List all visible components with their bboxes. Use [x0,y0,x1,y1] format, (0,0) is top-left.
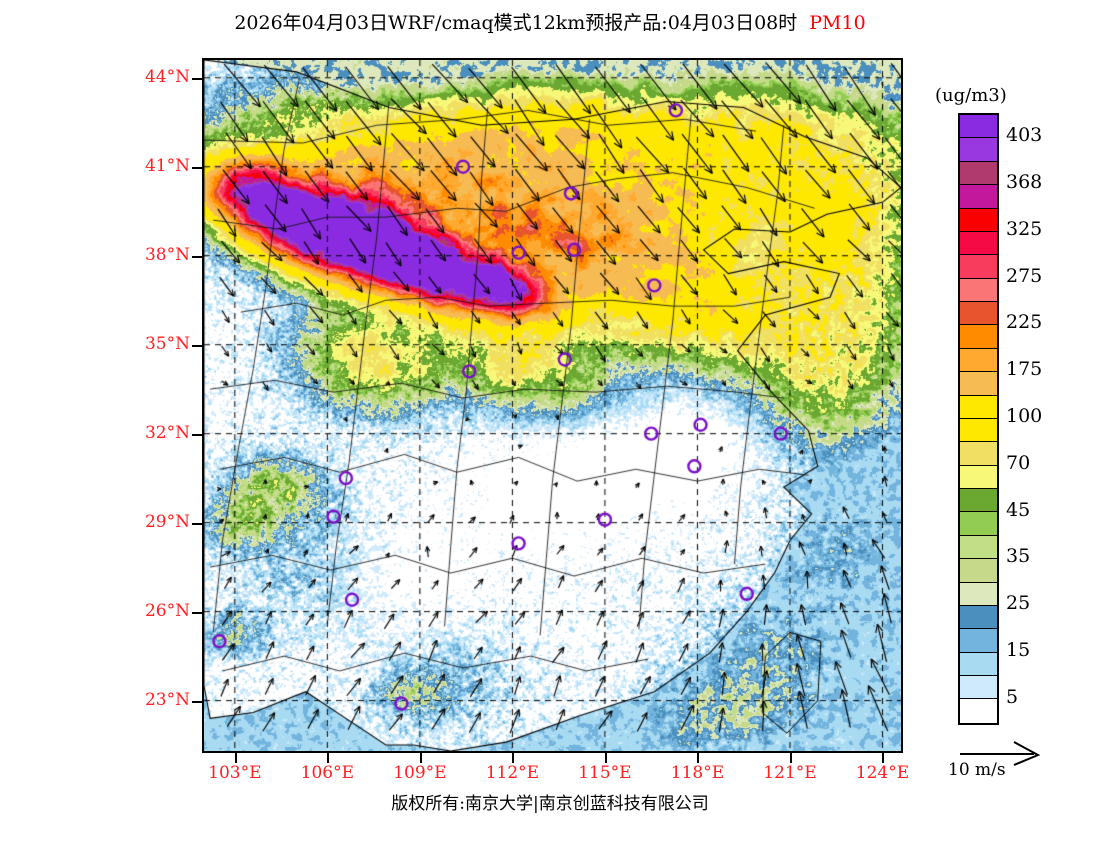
colorbar-tick-label: 225 [1006,311,1043,334]
lon-tick-label: 109°E [393,763,447,783]
colorbar-band[interactable] [960,348,997,373]
colorbar-tick-label: 25 [1006,592,1031,615]
lat-tick-mark [192,77,204,80]
lon-tick-label: 103°E [208,763,262,783]
colorbar-band[interactable] [960,115,997,139]
colorbar-tick-label: 45 [1006,498,1031,521]
lat-tick-mark [192,255,204,258]
lat-tick-label: 32°N [144,422,190,443]
pm10-concentration-heatmap[interactable] [204,60,901,751]
colorbar-tick-label: 403 [1006,124,1043,147]
lon-tick-mark [882,753,885,763]
colorbar-units-label: (ug/m3) [935,85,1007,106]
colorbar-band[interactable] [960,442,997,466]
colorbar-band[interactable] [960,161,997,186]
colorbar-band[interactable] [960,208,997,232]
concentration-colorbar[interactable] [958,113,999,725]
lon-tick-mark [604,753,607,763]
colorbar-band[interactable] [960,489,997,513]
copyright-footer: 版权所有:南京大学|南京创蓝科技有限公司 [391,794,709,814]
colorbar-band[interactable] [960,465,997,489]
colorbar-tick-label: 15 [1006,638,1031,661]
colorbar-band[interactable] [960,699,997,723]
colorbar-tick-label: 35 [1006,545,1031,568]
title-main-text: 2026年04月03日WRF/cmaq模式12km预报产品:04月03日08时 [234,12,798,34]
lat-tick-label: 26°N [144,600,190,621]
lon-tick-mark [789,753,792,763]
lon-tick-label: 121°E [763,763,817,783]
title-variable-label: PM10 [809,12,866,34]
colorbar-band[interactable] [960,185,997,209]
colorbar-band[interactable] [960,138,997,162]
lon-tick-mark [512,753,515,763]
colorbar-tick-label: 275 [1006,264,1043,287]
lon-tick-mark [419,753,422,763]
colorbar-band[interactable] [960,535,997,560]
lon-tick-label: 124°E [855,763,910,783]
lat-tick-label: 38°N [144,244,190,265]
colorbar-tick-label: 70 [1006,451,1031,474]
colorbar-tick-label: 5 [1006,685,1019,708]
lat-tick-label: 29°N [144,511,190,532]
colorbar-band[interactable] [960,512,997,536]
colorbar-tick-label: 368 [1006,171,1043,194]
lat-tick-mark [192,611,204,614]
lat-tick-label: 35°N [144,333,190,354]
lat-tick-mark [192,166,204,169]
lat-tick-mark [192,700,204,703]
colorbar-band[interactable] [960,559,997,583]
colorbar-tick-label: 100 [1006,405,1043,427]
wind-scale-label: 10 m/s [948,760,1006,780]
colorbar-band[interactable] [960,325,997,349]
colorbar-band[interactable] [960,676,997,700]
lat-tick-label: 44°N [144,66,190,87]
colorbar-band[interactable] [960,255,997,279]
lat-tick-label: 23°N [144,689,190,710]
colorbar-band[interactable] [960,372,997,396]
lon-tick-mark [234,753,237,763]
colorbar-tick-label: 325 [1006,217,1043,240]
colorbar-tick-label: 175 [1006,358,1043,381]
lon-tick-label: 115°E [578,763,632,783]
colorbar-band[interactable] [960,302,997,326]
colorbar-band[interactable] [960,418,997,443]
lat-tick-mark [192,522,204,525]
lat-tick-mark [192,433,204,436]
colorbar-band[interactable] [960,278,997,302]
colorbar-band[interactable] [960,582,997,606]
lon-tick-label: 112°E [485,763,540,783]
colorbar-band[interactable] [960,652,997,676]
lon-tick-mark [697,753,700,763]
colorbar-band[interactable] [960,231,997,256]
lat-tick-label: 41°N [144,155,190,176]
lon-tick-label: 118°E [670,763,725,783]
wind-scale-arrow-icon [952,738,1072,784]
lat-tick-mark [192,344,204,347]
colorbar-band[interactable] [960,395,997,419]
lon-tick-label: 106°E [300,763,355,783]
colorbar-band[interactable] [960,629,997,653]
lon-tick-mark [327,753,330,763]
map-plot-area[interactable] [202,58,903,753]
colorbar-band[interactable] [960,605,997,630]
page-title: 2026年04月03日WRF/cmaq模式12km预报产品:04月03日08时 P… [0,8,1100,38]
